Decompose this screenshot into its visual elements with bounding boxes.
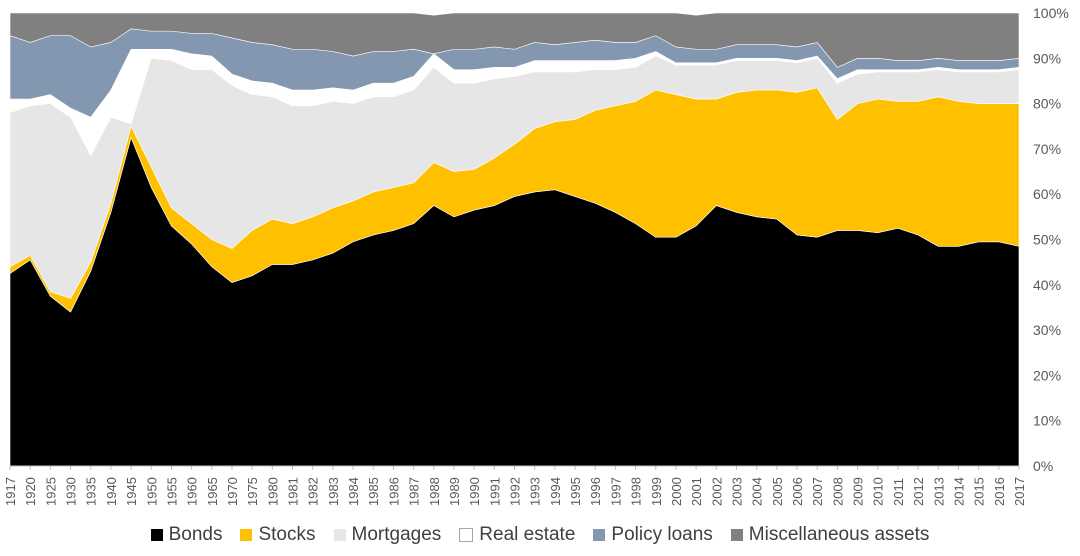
legend-label: Bonds <box>168 524 223 545</box>
x-tick-label: 1985 <box>366 477 381 506</box>
x-tick-label: 1945 <box>124 477 139 506</box>
x-tick-label: 1930 <box>64 477 79 506</box>
legend: Bonds Stocks Mortgages Real estate Policy lo… <box>0 520 1080 550</box>
x-tick-label: 1990 <box>467 477 482 506</box>
x-tick-label: 1989 <box>447 477 462 506</box>
legend-item: Real estate <box>459 524 575 546</box>
y-tick-label: 60% <box>1033 186 1061 202</box>
x-tick-label: 1917 <box>3 477 18 506</box>
x-tick-label: 2004 <box>750 477 765 506</box>
x-tick-label: 2003 <box>729 477 744 506</box>
x-tick-label: 1987 <box>407 477 422 506</box>
legend-label: Policy loans <box>611 524 713 545</box>
x-tick-label: 1996 <box>588 477 603 506</box>
area-series-miscellaneous-assets <box>9 12 1020 68</box>
x-tick-label: 1970 <box>225 477 240 506</box>
x-tick-label: 1920 <box>23 477 38 506</box>
x-tick-label: 2014 <box>951 477 966 506</box>
x-tick-label: 2000 <box>669 477 684 506</box>
x-tick-label: 2012 <box>911 477 926 506</box>
area-series-real-estate <box>10 49 1019 156</box>
legend-swatch <box>333 529 346 541</box>
legend-label: Real estate <box>479 524 576 545</box>
legend-swatch <box>150 529 163 541</box>
x-tick-label: 1940 <box>104 477 119 506</box>
x-tick-label: 1935 <box>84 477 99 506</box>
y-tick-label: 50% <box>1033 232 1061 248</box>
x-tick-label: 1955 <box>164 477 179 506</box>
y-tick-label: 30% <box>1033 322 1061 338</box>
x-tick-label: 2008 <box>830 477 845 506</box>
x-tick-label: 2017 <box>1012 477 1027 506</box>
legend-item: Policy loans <box>593 524 713 546</box>
legend-item: Mortgages <box>333 524 442 546</box>
x-tick-label: 2005 <box>770 477 785 506</box>
x-tick-label: 2001 <box>689 477 704 506</box>
x-tick-label: 1983 <box>326 477 341 506</box>
x-tick-label: 2011 <box>891 478 906 506</box>
x-tick-label: 2010 <box>871 477 886 506</box>
x-tick-label: 2009 <box>851 477 866 506</box>
y-tick-label: 40% <box>1033 277 1061 293</box>
x-tick-label: 1998 <box>629 477 644 506</box>
y-tick-label: 10% <box>1033 413 1061 429</box>
y-tick-label: 90% <box>1033 50 1061 66</box>
legend-label: Stocks <box>258 524 316 545</box>
x-tick-label: 2015 <box>972 477 987 506</box>
legend-swatch <box>730 529 743 541</box>
x-tick-label: 1992 <box>508 477 523 506</box>
y-tick-label: 20% <box>1033 367 1061 383</box>
x-tick-label: 1950 <box>144 477 159 506</box>
x-tick-label: 1981 <box>286 477 301 506</box>
x-tick-label: 2002 <box>709 477 724 506</box>
x-tick-label: 1986 <box>386 477 401 506</box>
legend-label: Miscellaneous assets <box>748 524 930 545</box>
x-tick-label: 2016 <box>992 477 1007 506</box>
x-tick-label: 1995 <box>568 477 583 506</box>
x-tick-label: 1982 <box>306 477 321 506</box>
y-tick-label: 80% <box>1033 96 1061 112</box>
x-tick-label: 1988 <box>427 477 442 506</box>
legend-item: Miscellaneous assets <box>730 524 930 546</box>
stacked-area-chart: 0% 10% 20% 30% 40% 50% 60% 70% 80% 90% 100% 1917 192… <box>3 5 1069 506</box>
legend-item: Stocks <box>240 524 316 546</box>
x-tick-label: 1997 <box>608 477 623 506</box>
x-tick-label: 1960 <box>185 477 200 506</box>
x-tick-label: 1999 <box>649 477 664 506</box>
x-tick-label: 1925 <box>43 477 58 506</box>
legend-item: Bonds <box>150 524 223 546</box>
legend-swatch <box>593 529 606 541</box>
x-tick-label: 1991 <box>487 477 502 506</box>
y-tick-label: 0% <box>1033 458 1053 474</box>
y-tick-label: 70% <box>1033 141 1061 157</box>
x-tick-label: 2007 <box>810 477 825 506</box>
x-tick-label: 1980 <box>265 477 280 506</box>
x-tick-label: 1975 <box>245 477 260 506</box>
y-tick-label: 100% <box>1033 5 1069 21</box>
x-tick-label: 1984 <box>346 477 361 506</box>
legend-label: Mortgages <box>351 524 442 545</box>
x-tick-label: 1994 <box>548 477 563 506</box>
legend-swatch <box>459 528 474 542</box>
legend-swatch <box>240 529 253 541</box>
x-tick-label: 1965 <box>205 477 220 506</box>
x-tick-label: 2013 <box>931 477 946 506</box>
x-tick-label: 1993 <box>528 477 543 506</box>
x-tick-label: 2006 <box>790 477 805 506</box>
